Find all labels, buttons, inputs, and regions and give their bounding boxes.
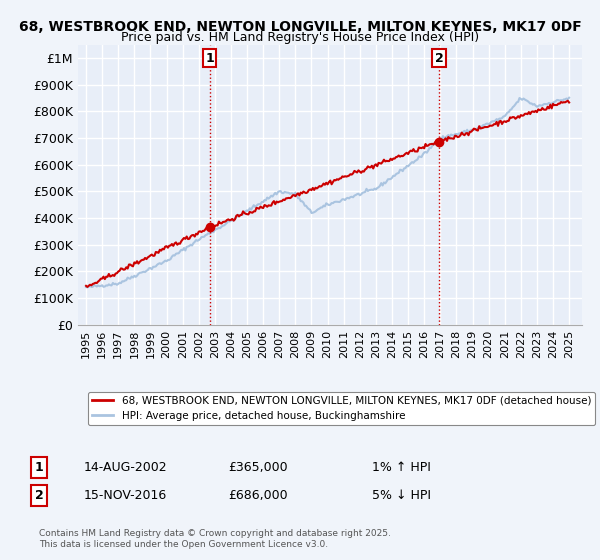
Text: 1: 1 [35, 461, 43, 474]
Text: £686,000: £686,000 [228, 489, 287, 502]
Text: Contains HM Land Registry data © Crown copyright and database right 2025.
This d: Contains HM Land Registry data © Crown c… [39, 529, 391, 549]
Text: Price paid vs. HM Land Registry's House Price Index (HPI): Price paid vs. HM Land Registry's House … [121, 31, 479, 44]
Text: 1: 1 [205, 52, 214, 64]
Text: 2: 2 [35, 489, 43, 502]
Text: £365,000: £365,000 [228, 461, 287, 474]
Text: 5% ↓ HPI: 5% ↓ HPI [372, 489, 431, 502]
Legend: 68, WESTBROOK END, NEWTON LONGVILLE, MILTON KEYNES, MK17 0DF (detached house), H: 68, WESTBROOK END, NEWTON LONGVILLE, MIL… [88, 391, 595, 425]
Text: 2: 2 [434, 52, 443, 64]
Text: 15-NOV-2016: 15-NOV-2016 [84, 489, 167, 502]
Text: 1% ↑ HPI: 1% ↑ HPI [372, 461, 431, 474]
Text: 68, WESTBROOK END, NEWTON LONGVILLE, MILTON KEYNES, MK17 0DF: 68, WESTBROOK END, NEWTON LONGVILLE, MIL… [19, 20, 581, 34]
Text: 14-AUG-2002: 14-AUG-2002 [84, 461, 167, 474]
